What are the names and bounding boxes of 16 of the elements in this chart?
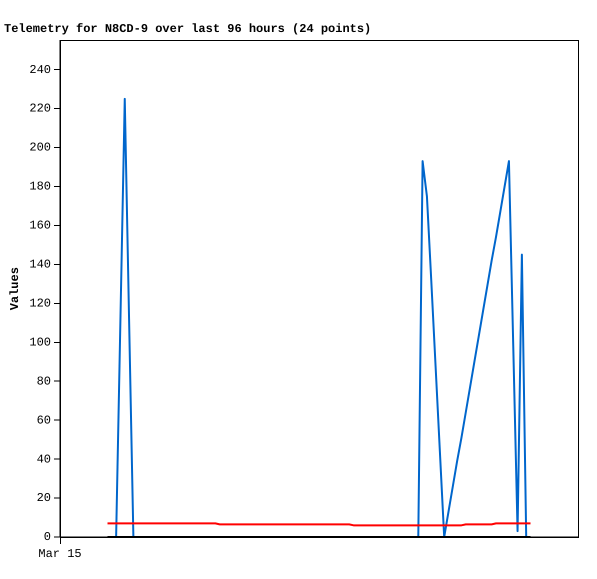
y-tick-label: 0 xyxy=(44,530,52,544)
y-tick-label: 220 xyxy=(29,102,52,116)
chart-title: Telemetry for N8CD-9 over last 96 hours (24 points) xyxy=(4,22,372,36)
y-tick-label: 240 xyxy=(29,62,52,77)
y-axis-title: Values xyxy=(8,267,22,310)
y-tick-label: 160 xyxy=(29,218,52,233)
y-tick-label: 140 xyxy=(29,258,52,272)
y-tick-label: 100 xyxy=(29,335,52,350)
y-tick-label: 60 xyxy=(36,413,52,428)
y-tick-label: 80 xyxy=(36,374,52,388)
y-tick-label: 200 xyxy=(29,140,52,155)
y-tick-label: 20 xyxy=(36,491,52,506)
y-tick-label: 40 xyxy=(36,452,52,466)
text: Mar 15 xyxy=(38,547,82,562)
y-tick-label: 180 xyxy=(29,180,52,194)
y-tick-label: 120 xyxy=(29,296,52,310)
